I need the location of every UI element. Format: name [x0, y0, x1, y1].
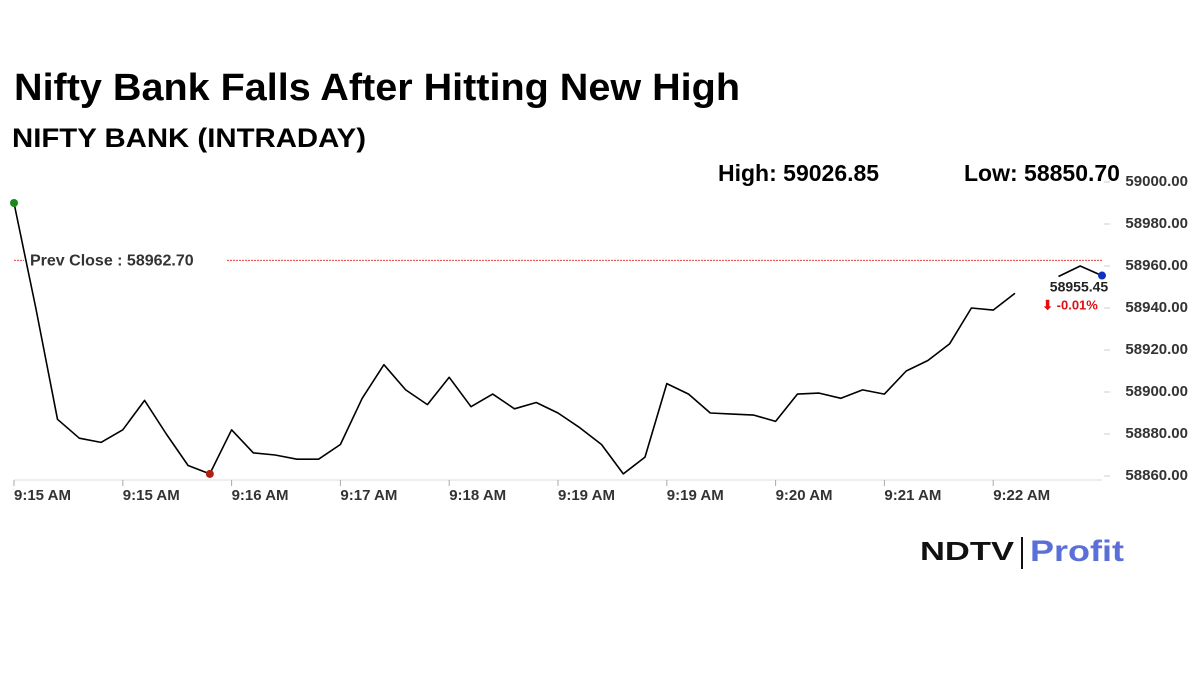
y-tick-label: 58960.00: [1125, 257, 1188, 274]
high-label: High: 59026.85: [718, 160, 879, 186]
end-marker: [1098, 271, 1106, 280]
x-tick-label: 9:20 AM: [776, 487, 833, 504]
x-tick-label: 9:18 AM: [449, 487, 506, 504]
x-tick-label: 9:21 AM: [884, 487, 941, 504]
x-tick-label: 9:15 AM: [123, 487, 180, 504]
x-tick-label: 9:16 AM: [232, 487, 289, 504]
x-tick-label: 9:22 AM: [993, 487, 1050, 504]
last-value-label: 58955.45: [1050, 279, 1109, 295]
brand-profit: Profit: [1030, 535, 1124, 568]
y-tick-label: 58920.00: [1125, 341, 1188, 358]
y-tick-label: 59000.00: [1125, 173, 1188, 190]
brand-ndtv: NDTV: [920, 536, 1015, 566]
y-tick-label: 58900.00: [1125, 383, 1188, 400]
x-tick-label: 9:19 AM: [558, 487, 615, 504]
y-tick-label: 58980.00: [1125, 215, 1188, 232]
change-label: ⬇ -0.01%: [1042, 297, 1098, 312]
y-tick-label: 58880.00: [1125, 425, 1188, 442]
x-tick-label: 9:15 AM: [14, 487, 71, 504]
low-label: Low: 58850.70: [964, 160, 1120, 186]
y-tick-label: 58940.00: [1125, 299, 1188, 316]
prev-close-label: Prev Close : 58962.70: [30, 253, 194, 270]
chart-subtitle: NIFTY BANK (INTRADAY): [12, 123, 366, 153]
x-tick-label: 9:17 AM: [340, 487, 397, 504]
y-tick-label: 58860.00: [1125, 467, 1188, 484]
x-tick-label: 9:19 AM: [667, 487, 724, 504]
chart-title: Nifty Bank Falls After Hitting New High: [14, 67, 740, 109]
prev-close-bg: [24, 249, 226, 272]
start-marker: [10, 199, 18, 207]
low-marker: [205, 469, 214, 478]
price-line: [13, 202, 1103, 475]
